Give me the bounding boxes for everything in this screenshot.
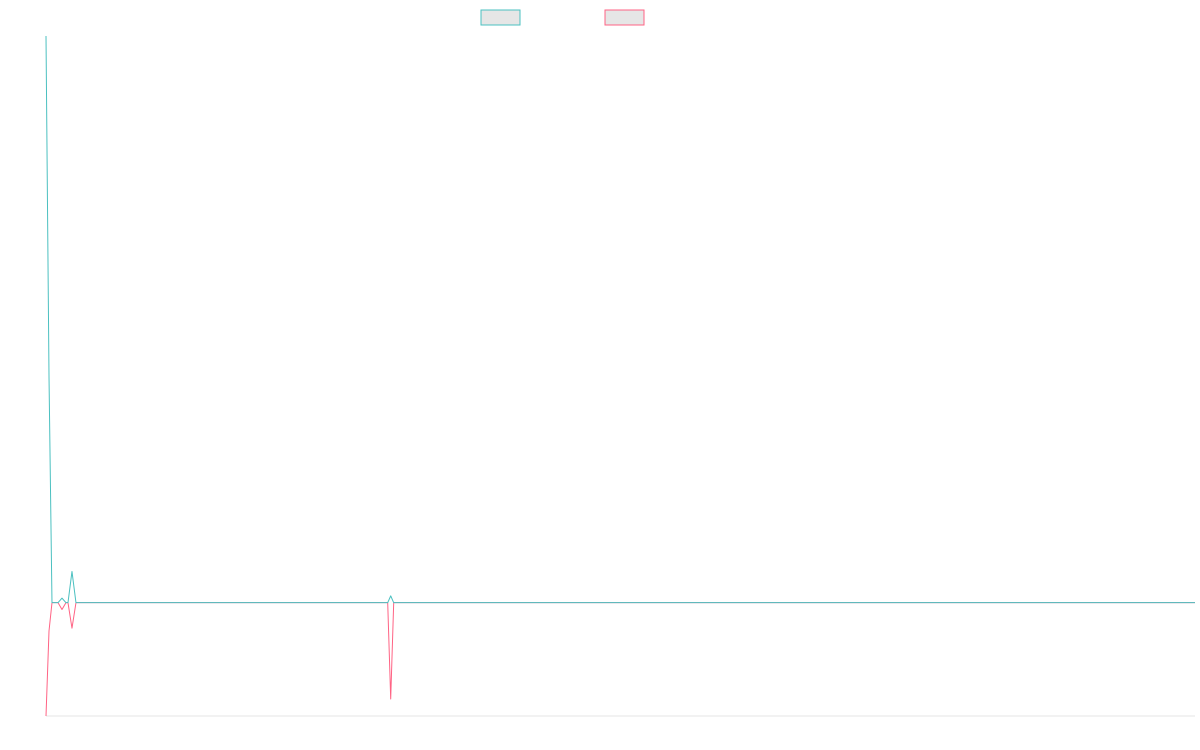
legend[interactable]: [480, 9, 645, 26]
series-layer: [45, 35, 1195, 717]
series-line-2: [45, 602, 1195, 717]
series-line-1: [45, 35, 1195, 604]
legend-item-2[interactable]: [604, 9, 645, 26]
legend-swatch-1: [480, 9, 521, 26]
legend-swatch-2: [604, 9, 645, 26]
legend-item-1[interactable]: [480, 9, 521, 26]
